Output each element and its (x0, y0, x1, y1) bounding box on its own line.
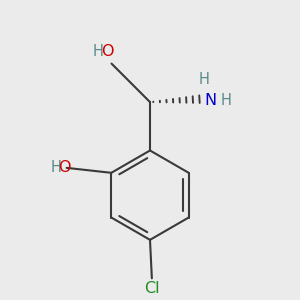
Text: H: H (93, 44, 104, 59)
Text: O: O (58, 160, 71, 175)
Text: H: H (199, 72, 209, 87)
Text: Cl: Cl (144, 281, 160, 296)
Text: N: N (204, 93, 216, 108)
Text: H: H (51, 160, 62, 175)
Text: H: H (220, 93, 231, 108)
Text: O: O (101, 44, 113, 59)
